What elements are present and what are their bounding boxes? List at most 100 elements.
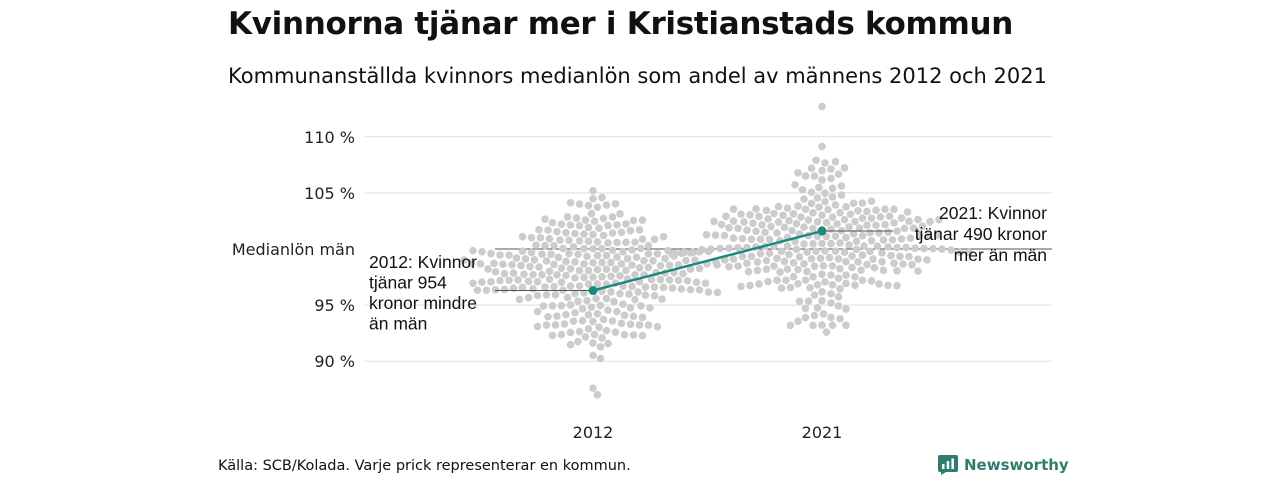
data-point [580,273,588,282]
data-point [804,297,813,305]
data-point [613,221,621,229]
data-point [893,281,901,290]
data-point [831,232,840,240]
data-point [608,213,617,221]
data-point [689,248,697,257]
data-point [821,247,829,255]
data-point [587,303,596,312]
data-point [810,262,819,271]
data-point [515,295,524,304]
data-point [598,258,606,267]
data-point [713,288,722,297]
data-point [848,263,856,272]
data-point [810,172,819,180]
data-point [587,209,596,218]
data-point [656,261,665,270]
data-point [842,257,850,266]
data-point [851,273,859,281]
data-point [548,218,557,227]
data-point [535,226,543,234]
data-point [794,317,802,326]
data-point [801,313,810,322]
data-point [566,301,575,309]
newsworthy-logo-icon [938,455,958,475]
data-point [761,228,769,237]
data-point [842,279,850,288]
data-point [827,290,835,298]
data-point [879,236,888,244]
data-point [602,326,611,335]
data-point [575,282,584,290]
annotation-2012: 2012: Kvinnor tjänar 954 kronor mindre än m… [369,252,477,334]
data-point [729,217,738,225]
data-point [530,256,539,264]
data-point [490,259,498,268]
data-point [797,213,805,221]
data-point [677,285,686,293]
data-point [818,239,826,248]
data-point [593,310,602,318]
data-point [773,229,781,237]
data-point [818,296,826,305]
data-point [698,245,706,254]
data-point [566,199,575,207]
data-point [580,230,588,238]
data-point [584,280,593,288]
data-point [884,281,892,290]
x-tick-label: 2012 [573,423,614,442]
data-point [827,313,835,322]
data-point [542,291,551,299]
data-point [556,236,564,244]
data-point [541,215,549,223]
data-point [779,211,787,220]
data-point [885,212,894,221]
data-point [635,226,644,234]
data-point [810,291,819,299]
data-point [789,259,798,267]
annotation-2012-line: tjänar 954 [369,273,447,293]
annotation-2021-line: 2021: Kvinnor [939,203,1047,223]
data-point [702,231,711,239]
data-point [616,289,624,298]
data-point [598,334,606,342]
data-point [780,257,789,266]
data-point [635,321,644,329]
data-point [846,210,855,219]
data-point [644,321,653,329]
data-point [499,260,507,269]
data-point [575,200,584,208]
data-point [755,212,763,221]
data-point [744,267,753,276]
data-point [813,218,822,226]
data-point [711,231,720,240]
data-point [819,261,828,270]
data-point [533,291,542,300]
data-point [888,236,897,244]
data-point [682,256,690,265]
data-point [593,251,602,260]
data-point [557,278,566,286]
data-point [801,205,810,214]
data-point [559,244,567,253]
data-point [747,235,756,243]
data-point [822,328,831,336]
data-point [661,254,669,263]
data-point [773,254,781,263]
data-point [599,214,608,223]
data-point [550,241,558,250]
data-point [589,194,597,203]
data-point [589,230,597,239]
data-point [828,184,837,193]
data-point [533,307,542,316]
data-point [520,270,528,278]
data-point [647,275,656,284]
data-point [595,323,603,332]
data-point [616,272,624,280]
data-point [584,266,593,275]
data-point [869,255,877,263]
data-point [935,215,943,224]
data-point [785,250,793,259]
data-point [720,231,729,240]
data-point [818,142,826,151]
data-point [836,264,844,273]
